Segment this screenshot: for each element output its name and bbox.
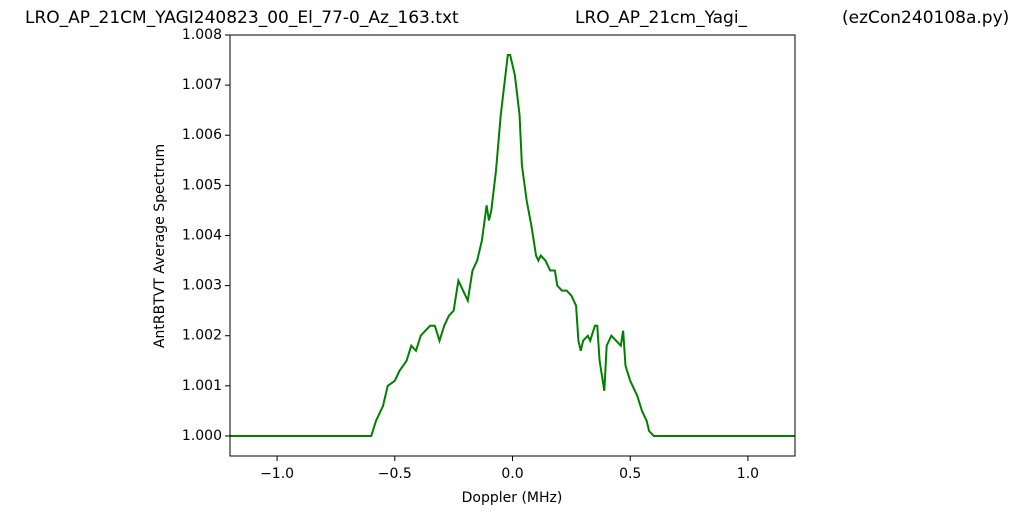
plot-frame [229,34,796,457]
title-right: (ezCon240108a.py) [842,8,1009,28]
y-tick-label: 1.002 [182,328,222,344]
y-tick-label: 1.001 [182,378,222,394]
x-tick-label: 0.0 [501,466,523,482]
title-left: LRO_AP_21CM_YAGI240823_00_El_77-0_Az_163… [25,8,459,28]
y-tick-label: 1.000 [182,428,222,444]
y-tick-label: 1.003 [182,278,222,294]
x-tick-label: 1.0 [737,466,759,482]
x-axis-label: Doppler (MHz) [462,490,563,506]
y-axis-label: AntRBTVT Average Spectrum [152,144,168,348]
data-line [230,54,795,437]
x-tick-label: −1.0 [260,466,294,482]
title-center: LRO_AP_21cm_Yagi_ [575,8,748,28]
y-tick-label: 1.004 [182,227,222,243]
y-tick-label: 1.007 [182,77,222,93]
x-tick-label: −0.5 [378,466,412,482]
y-tick-label: 1.008 [182,27,222,43]
x-tick-label: 0.5 [619,466,641,482]
y-tick-label: 1.005 [182,177,222,193]
y-tick-label: 1.006 [182,127,222,143]
